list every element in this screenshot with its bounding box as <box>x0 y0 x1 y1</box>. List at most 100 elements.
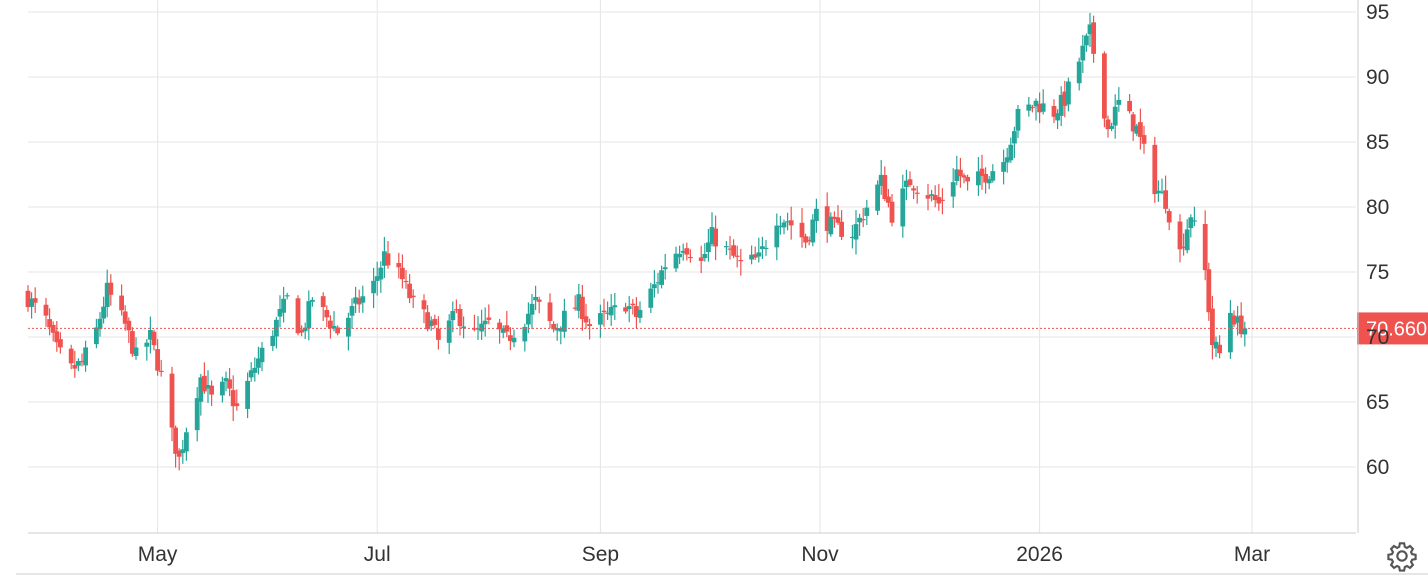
candle-body <box>652 284 657 289</box>
candle-body <box>1062 91 1068 106</box>
candle <box>119 284 124 316</box>
candle <box>932 185 938 208</box>
candle <box>454 299 459 314</box>
candle <box>432 314 438 329</box>
candle <box>486 304 492 325</box>
candle <box>605 301 610 321</box>
candle-body <box>925 195 931 199</box>
candle <box>497 318 502 344</box>
candle-body <box>1177 221 1183 250</box>
candle <box>385 241 391 269</box>
candle-body <box>576 294 582 311</box>
candle <box>882 166 888 202</box>
candle-body <box>612 305 618 308</box>
settings-icon[interactable] <box>1386 540 1418 572</box>
candle-body <box>446 320 452 343</box>
candle <box>713 215 718 261</box>
candle <box>727 236 733 260</box>
candle <box>1213 336 1219 357</box>
candle-body <box>738 260 744 262</box>
candle-body <box>245 380 250 409</box>
candle <box>461 316 466 339</box>
candle-body <box>43 304 49 316</box>
candle-body <box>907 179 913 186</box>
candle-body <box>1037 103 1042 113</box>
candle <box>76 358 81 372</box>
candle-body <box>536 299 542 302</box>
candle-body <box>270 335 276 347</box>
candle <box>155 339 160 376</box>
candle <box>1004 147 1010 173</box>
candle <box>349 298 355 329</box>
candle <box>652 270 657 298</box>
candle-body <box>558 328 564 332</box>
candle-body <box>904 180 909 188</box>
candle-body <box>990 171 996 181</box>
candle <box>857 213 862 236</box>
candle-body <box>396 263 402 268</box>
candle <box>911 185 916 200</box>
candle <box>601 298 607 327</box>
candle <box>500 325 506 339</box>
candle <box>749 245 754 265</box>
candle-body <box>1102 53 1107 119</box>
candle <box>1231 310 1237 328</box>
candle-body <box>583 316 589 323</box>
candle <box>637 301 643 323</box>
candle-body <box>335 327 340 334</box>
candle-body <box>295 298 301 334</box>
candle <box>986 176 992 190</box>
candle-body <box>1105 119 1111 130</box>
candle-body <box>788 220 794 226</box>
candle-body <box>1127 100 1132 112</box>
candle-body <box>529 303 535 315</box>
candle-body <box>587 324 592 327</box>
candle-body <box>500 328 506 333</box>
candle <box>324 305 330 328</box>
candle-body <box>623 307 628 312</box>
candle <box>205 370 211 403</box>
candle <box>936 184 942 211</box>
candle-body <box>1066 81 1071 105</box>
candle <box>173 425 178 468</box>
candle-body <box>248 370 254 378</box>
candle <box>202 362 207 394</box>
candle <box>1152 136 1158 203</box>
y-tick-label: 65 <box>1366 391 1389 414</box>
candle <box>886 188 891 208</box>
candle-body <box>220 381 225 396</box>
candle <box>648 282 654 314</box>
candle-body <box>68 348 74 364</box>
candle <box>623 302 628 314</box>
candle <box>979 154 985 190</box>
candle <box>407 274 412 304</box>
candle-body <box>1134 125 1140 134</box>
candle <box>122 305 128 331</box>
candle <box>907 171 913 188</box>
candle-body <box>194 398 200 431</box>
candle-body <box>1091 22 1096 54</box>
candle <box>356 289 362 313</box>
candle <box>151 329 157 351</box>
candle-body <box>1235 316 1240 323</box>
candle-body <box>882 175 888 200</box>
candle <box>655 272 661 294</box>
candle <box>878 159 884 195</box>
candle-body <box>385 253 391 266</box>
candle-body <box>306 301 312 329</box>
candle <box>1217 335 1222 359</box>
candle <box>335 325 340 336</box>
candle <box>32 287 38 313</box>
candle-body <box>1213 341 1219 349</box>
candle-body <box>936 197 942 204</box>
candle <box>763 240 769 256</box>
candle <box>990 164 996 183</box>
candle <box>810 214 816 247</box>
candles <box>25 12 1248 471</box>
candle <box>400 254 405 289</box>
candle <box>180 439 186 464</box>
candle-body <box>47 319 52 328</box>
candle <box>43 297 49 327</box>
